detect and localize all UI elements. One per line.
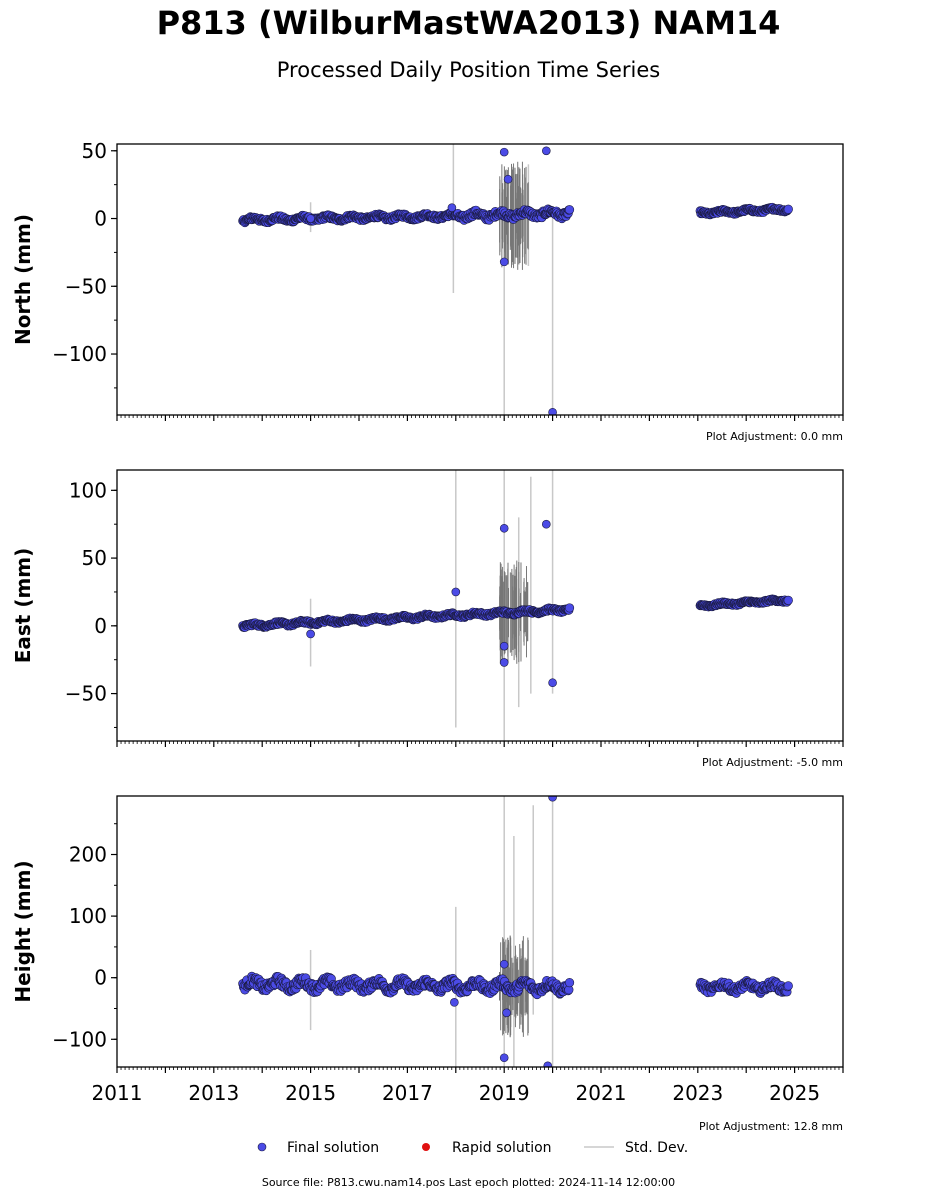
x-tick-label: 2013 — [188, 1081, 239, 1105]
x-tick-label: 2023 — [672, 1081, 723, 1105]
outlier-point — [447, 203, 457, 212]
x-tick-label: 2011 — [92, 1081, 143, 1105]
outlier-point — [306, 629, 315, 639]
outlier-point — [450, 998, 459, 1007]
outlier-point — [499, 147, 509, 157]
x-tick-label: 2025 — [769, 1081, 820, 1105]
legend-stddev-label: Std. Dev. — [625, 1140, 688, 1156]
y-tick-label: 0 — [94, 966, 107, 990]
chart-subtitle: Processed Daily Position Time Series — [276, 58, 661, 82]
x-tick-label: 2021 — [576, 1081, 627, 1105]
plot-area-1 — [238, 144, 793, 415]
y-tick-label: 200 — [69, 843, 107, 867]
outlier-point — [548, 796, 557, 802]
data-point — [783, 204, 793, 214]
y-tick-label: −50 — [65, 682, 107, 706]
data-point — [564, 978, 575, 988]
y-tick-label: −100 — [52, 1027, 107, 1051]
legend-rapid-label: Rapid solution — [452, 1140, 552, 1156]
outlier-point — [548, 678, 557, 688]
data-point — [564, 603, 575, 613]
outlier-point — [542, 519, 551, 529]
plot-adjustment: Plot Adjustment: -5.0 mm — [702, 756, 843, 769]
chart-title: P813 (WilburMastWA2013) NAM14 — [156, 4, 781, 42]
x-tick-label: 2019 — [479, 1081, 530, 1105]
y-tick-label: 0 — [94, 614, 107, 638]
y-tick-label: 100 — [69, 904, 107, 928]
y-axis-label: East (mm) — [11, 548, 35, 664]
plot-adjustment: Plot Adjustment: 0.0 mm — [706, 430, 843, 443]
plot-adjustment: Plot Adjustment: 12.8 mm — [699, 1120, 843, 1133]
x-tick-label: 2017 — [382, 1081, 433, 1105]
outlier-point — [451, 587, 461, 597]
data-point — [564, 205, 575, 215]
legend-final-label: Final solution — [287, 1140, 379, 1156]
legend-rapid-marker — [422, 1143, 430, 1151]
axes-frame-1 — [116, 143, 844, 416]
outlier-point — [499, 641, 509, 651]
plot-area-3 — [238, 796, 793, 1067]
axes-frame-3 — [116, 795, 844, 1068]
y-axis-label: North (mm) — [11, 214, 35, 345]
outlier-point — [548, 407, 557, 415]
outlier-point — [503, 174, 513, 184]
outlier-point — [499, 523, 509, 533]
y-tick-label: −50 — [65, 274, 107, 298]
outlier-point — [499, 1053, 509, 1063]
outlier-point — [543, 1061, 553, 1067]
outlier-point — [499, 959, 509, 969]
plot-area-2 — [238, 470, 793, 741]
y-tick-label: 50 — [82, 139, 107, 163]
outlier-point — [499, 257, 509, 267]
y-axis-label: Height (mm) — [11, 860, 35, 1002]
data-point — [783, 981, 793, 991]
y-tick-label: 50 — [82, 546, 107, 570]
y-tick-label: 0 — [94, 207, 107, 231]
outlier-point — [499, 658, 509, 667]
y-tick-label: 100 — [69, 478, 107, 502]
outlier-point — [502, 1008, 511, 1018]
outlier-point — [542, 146, 551, 156]
legend-final-marker — [257, 1142, 267, 1152]
y-tick-label: −100 — [52, 342, 107, 366]
source-label: Source file: P813.cwu.nam14.pos Last epo… — [261, 1176, 676, 1189]
outlier-point — [306, 214, 315, 223]
x-tick-label: 2015 — [285, 1081, 336, 1105]
data-point — [783, 595, 793, 605]
